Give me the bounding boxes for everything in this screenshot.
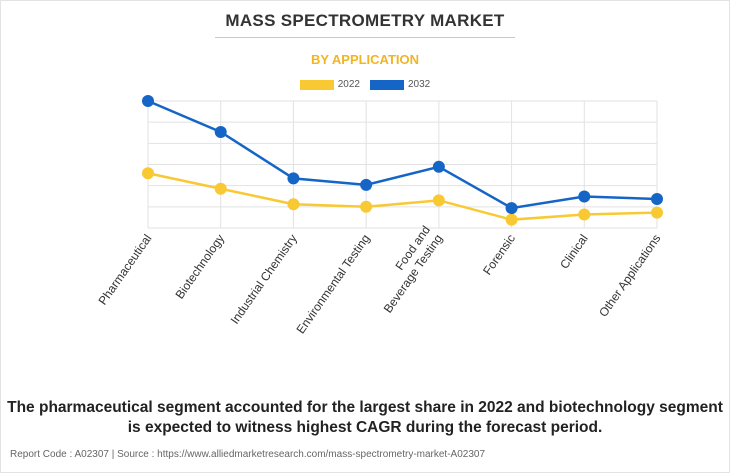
series-2022	[142, 167, 663, 226]
x-tick-label-1: Biotechnology	[172, 232, 227, 302]
data-point-2032-2[interactable]	[287, 172, 300, 185]
data-point-2032-7[interactable]	[651, 193, 663, 206]
chart-subtitle: BY APPLICATION	[310, 52, 420, 67]
legend-label-2022: 2022	[337, 79, 360, 90]
data-point-2022-7[interactable]	[651, 206, 663, 219]
x-tick-label-0: Pharmaceutical	[96, 232, 155, 308]
title-divider	[215, 37, 515, 38]
chart-caption: The pharmaceutical segment accounted for…	[7, 399, 723, 436]
legend-swatch-2022	[299, 79, 334, 90]
x-tick-label-5: Forensic	[480, 232, 518, 278]
line-chart: Pharmaceutical Biotechnology Industrial Ch…	[96, 95, 664, 336]
data-point-2022-3[interactable]	[360, 200, 373, 213]
data-point-2032-0[interactable]	[142, 95, 154, 107]
x-tick-label-2: Industrial Chemistry	[228, 232, 300, 327]
data-point-2032-1[interactable]	[214, 125, 227, 138]
legend-swatch-2032	[370, 79, 404, 90]
series-line-2032	[147, 99, 658, 210]
data-point-2022-1[interactable]	[214, 182, 227, 195]
x-tick-label-4: Food andBeverage Testing	[368, 223, 445, 315]
grid	[147, 100, 658, 229]
data-point-2022-0[interactable]	[142, 167, 154, 180]
series-2032	[142, 95, 663, 215]
legend-item-2032[interactable]: 2032	[370, 79, 430, 90]
data-point-2032-5[interactable]	[505, 202, 518, 215]
legend-label-2032: 2032	[408, 79, 431, 90]
data-point-2022-2[interactable]	[287, 198, 300, 211]
data-point-2022-5[interactable]	[505, 213, 518, 226]
data-point-2022-6[interactable]	[578, 208, 591, 221]
legend: 2022 2032	[0, 79, 730, 90]
series-layer	[142, 95, 663, 226]
legend-item-2022[interactable]: 2022	[299, 79, 360, 90]
series-line-2022	[147, 172, 658, 221]
x-tick-label-3: Environmental Testing	[294, 232, 373, 337]
data-point-2032-4[interactable]	[432, 160, 445, 173]
x-tick-label-6: Clinical	[557, 232, 591, 272]
report-source: Report Code : A02307 | Source : https://…	[10, 449, 486, 460]
data-point-2022-4[interactable]	[432, 194, 445, 207]
data-point-2032-6[interactable]	[578, 190, 591, 203]
data-point-2032-3[interactable]	[360, 178, 373, 191]
chart-title: MASS SPECTROMETRY MARKET	[225, 11, 505, 30]
x-tick-label-7: Other Applications	[596, 232, 663, 320]
x-axis-labels: Pharmaceutical Biotechnology Industrial Ch…	[96, 223, 664, 336]
